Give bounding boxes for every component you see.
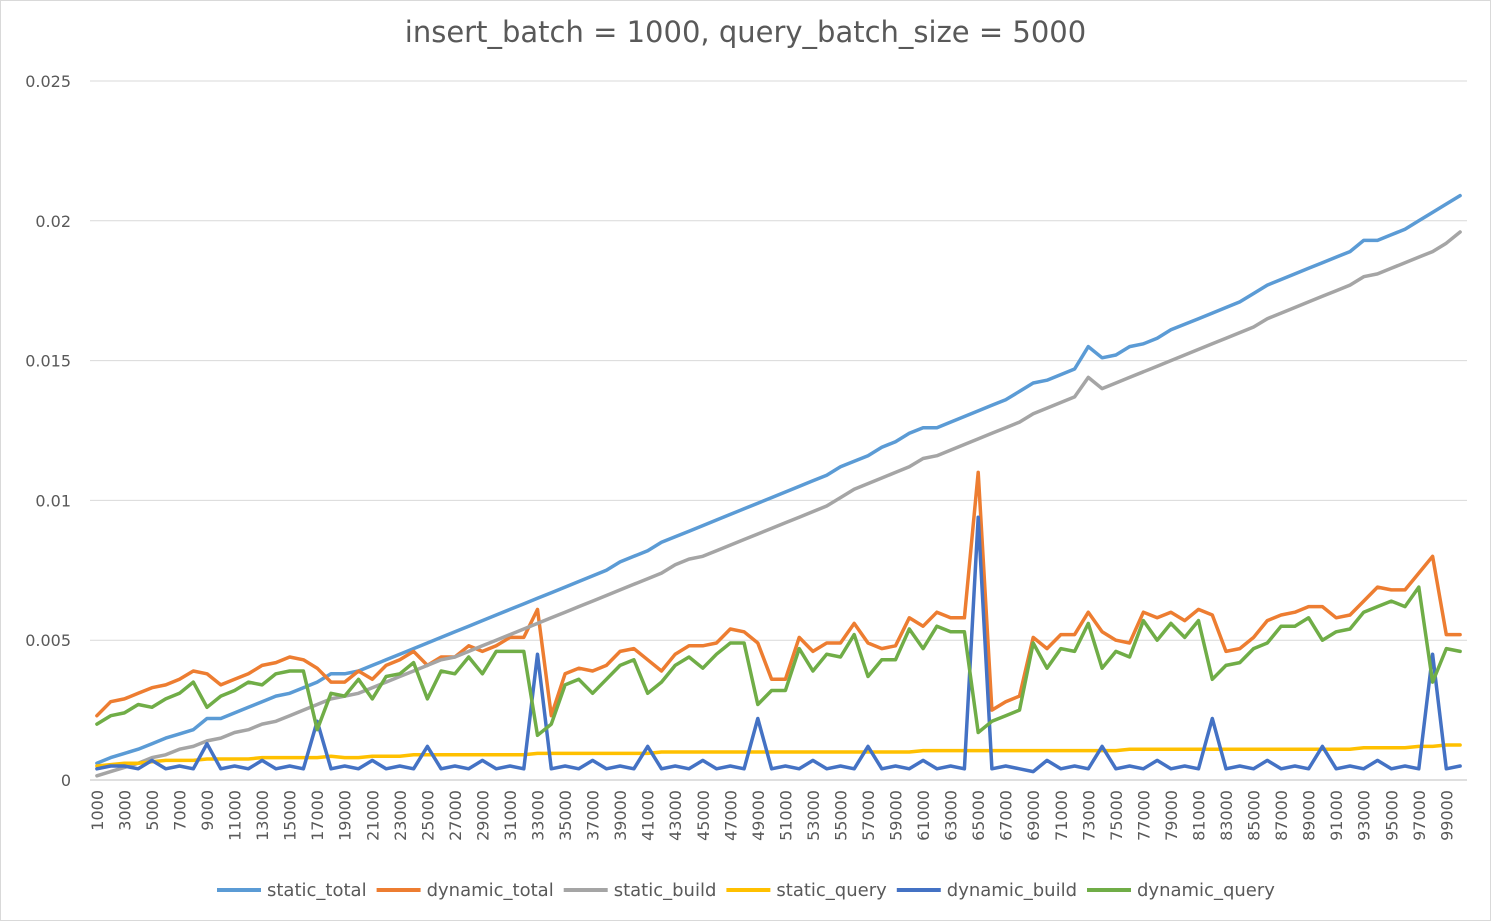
x-tick-label: 77000 bbox=[1134, 790, 1153, 841]
x-tick-label: 29000 bbox=[473, 790, 492, 841]
x-tick-label: 53000 bbox=[804, 790, 823, 841]
x-tick-label: 11000 bbox=[226, 790, 245, 841]
x-tick-label: 17000 bbox=[308, 790, 327, 841]
x-tick-label: 99000 bbox=[1437, 790, 1456, 841]
x-tick-label: 87000 bbox=[1272, 790, 1291, 841]
x-tick-label: 33000 bbox=[529, 790, 548, 841]
y-tick-label: 0.01 bbox=[35, 491, 71, 510]
legend-item-dynamic-query: dynamic_query bbox=[1087, 880, 1275, 901]
x-tick-label: 19000 bbox=[336, 790, 355, 841]
series-line-dynamic-query bbox=[95, 585, 1462, 738]
chart-title: insert_batch = 1000, query_batch_size = … bbox=[404, 15, 1087, 49]
x-tick-label: 67000 bbox=[997, 790, 1016, 841]
x-tick-label: 59000 bbox=[887, 790, 906, 841]
x-tick-label: 89000 bbox=[1300, 790, 1319, 841]
series-lines bbox=[95, 193, 1462, 778]
legend-label: static_query bbox=[776, 880, 887, 901]
x-tick-label: 71000 bbox=[1052, 790, 1071, 841]
series-line-static-query bbox=[95, 743, 1462, 768]
x-tick-label: 43000 bbox=[666, 790, 685, 841]
y-tick-label: 0 bbox=[61, 771, 71, 790]
x-tick-label: 15000 bbox=[281, 790, 300, 841]
x-tick-label: 65000 bbox=[969, 790, 988, 841]
x-tick-label: 5000 bbox=[143, 790, 162, 831]
legend-label: static_build bbox=[614, 880, 717, 901]
y-axis-ticks: 0 0.005 0.01 0.015 0.02 0.025 bbox=[25, 72, 71, 790]
x-tick-label: 39000 bbox=[611, 790, 630, 841]
x-tick-label: 13000 bbox=[253, 790, 272, 841]
gridlines bbox=[90, 80, 1467, 781]
x-tick-label: 97000 bbox=[1410, 790, 1429, 841]
x-tick-label: 79000 bbox=[1162, 790, 1181, 841]
x-tick-label: 3000 bbox=[115, 790, 134, 831]
x-tick-label: 23000 bbox=[391, 790, 410, 841]
x-tick-label: 49000 bbox=[749, 790, 768, 841]
x-tick-label: 9000 bbox=[198, 790, 217, 831]
x-tick-label: 75000 bbox=[1107, 790, 1126, 841]
x-tick-label: 25000 bbox=[418, 790, 437, 841]
x-tick-label: 93000 bbox=[1355, 790, 1374, 841]
legend-label: dynamic_total bbox=[427, 880, 554, 901]
x-tick-label: 91000 bbox=[1327, 790, 1346, 841]
y-tick-label: 0.005 bbox=[25, 631, 71, 650]
x-tick-label: 69000 bbox=[1024, 790, 1043, 841]
x-tick-label: 1000 bbox=[88, 790, 107, 831]
x-tick-label: 51000 bbox=[776, 790, 795, 841]
y-tick-label: 0.025 bbox=[25, 72, 71, 91]
series-line-dynamic-total bbox=[95, 470, 1462, 718]
legend-label: dynamic_query bbox=[1137, 880, 1275, 901]
series-line-static-build bbox=[95, 230, 1462, 778]
legend-item-dynamic-total: dynamic_total bbox=[376, 880, 554, 901]
x-tick-label: 63000 bbox=[942, 790, 961, 841]
y-tick-label: 0.015 bbox=[25, 352, 71, 371]
legend-item-static-total: static_total bbox=[217, 880, 367, 901]
x-axis-ticks: 1000 3000 5000 7000 9000 11000 13000 15000 17000… bbox=[88, 790, 1456, 841]
x-tick-label: 7000 bbox=[171, 790, 190, 831]
legend: static_total dynamic_total static_build sta… bbox=[217, 880, 1275, 901]
legend-item-static-query: static_query bbox=[726, 880, 887, 901]
legend-label: dynamic_build bbox=[947, 880, 1077, 901]
x-tick-label: 85000 bbox=[1245, 790, 1264, 841]
x-tick-label: 35000 bbox=[556, 790, 575, 841]
legend-item-dynamic-build: dynamic_build bbox=[896, 880, 1077, 901]
x-tick-label: 81000 bbox=[1189, 790, 1208, 841]
x-tick-label: 21000 bbox=[363, 790, 382, 841]
y-tick-label: 0.02 bbox=[35, 212, 71, 231]
x-tick-label: 45000 bbox=[694, 790, 713, 841]
x-tick-label: 31000 bbox=[501, 790, 520, 841]
x-tick-label: 83000 bbox=[1217, 790, 1236, 841]
x-tick-label: 73000 bbox=[1079, 790, 1098, 841]
x-tick-label: 41000 bbox=[639, 790, 658, 841]
series-line-static-total bbox=[95, 193, 1462, 765]
legend-label: static_total bbox=[267, 880, 367, 901]
series-line-dynamic-build bbox=[95, 515, 1462, 774]
x-tick-label: 61000 bbox=[914, 790, 933, 841]
x-tick-label: 27000 bbox=[446, 790, 465, 841]
legend-item-static-build: static_build bbox=[563, 880, 717, 901]
x-tick-label: 55000 bbox=[831, 790, 850, 841]
x-tick-label: 95000 bbox=[1382, 790, 1401, 841]
x-tick-label: 57000 bbox=[859, 790, 878, 841]
x-tick-label: 37000 bbox=[584, 790, 603, 841]
x-tick-label: 47000 bbox=[721, 790, 740, 841]
